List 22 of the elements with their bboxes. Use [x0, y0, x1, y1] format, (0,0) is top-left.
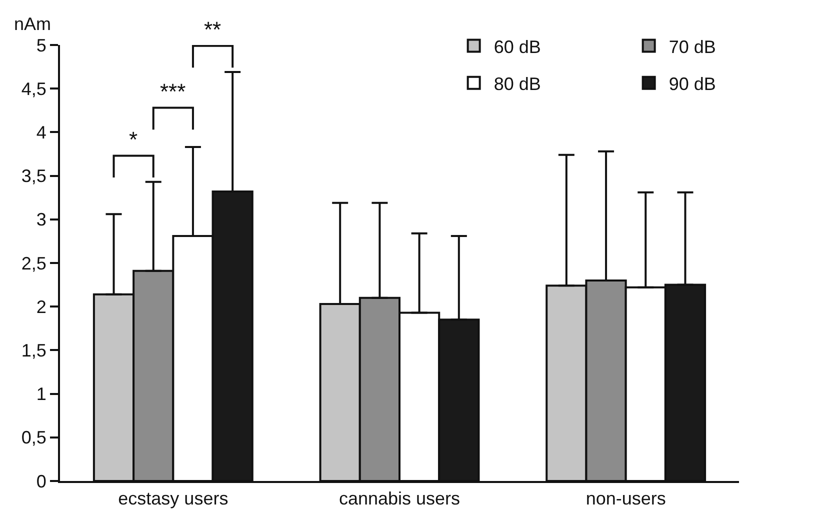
legend-label: 60 dB	[494, 36, 541, 57]
y-tick-label: 0,5	[21, 428, 46, 448]
legend-label: 90 dB	[668, 74, 716, 94]
text: **	[204, 17, 222, 42]
legend-label: 80 dB	[494, 74, 541, 94]
legend-label: 70 dB	[668, 36, 716, 57]
y-tick-label: 2	[36, 296, 46, 317]
y-tick-label: 2,5	[21, 253, 46, 274]
y-tick-label: 1	[36, 384, 46, 404]
y-tick-label: 0	[36, 471, 46, 492]
x-tick-label: non-users	[586, 488, 666, 509]
y-tick-label: 4	[36, 122, 46, 142]
y-tick-label: 4,5	[21, 78, 46, 99]
annotation: *	[129, 127, 138, 152]
y-tick-label: 3,5	[21, 166, 46, 186]
x-tick-label: ecstasy users	[118, 488, 228, 509]
annotation: ***	[160, 79, 186, 104]
y-tick-label: 3	[36, 210, 46, 230]
y-tick-label: 5	[36, 35, 46, 56]
y-axis-title: nAm	[14, 14, 52, 34]
x-tick-label: cannabis users	[338, 488, 460, 509]
y-tick-label: 1,5	[21, 340, 46, 360]
